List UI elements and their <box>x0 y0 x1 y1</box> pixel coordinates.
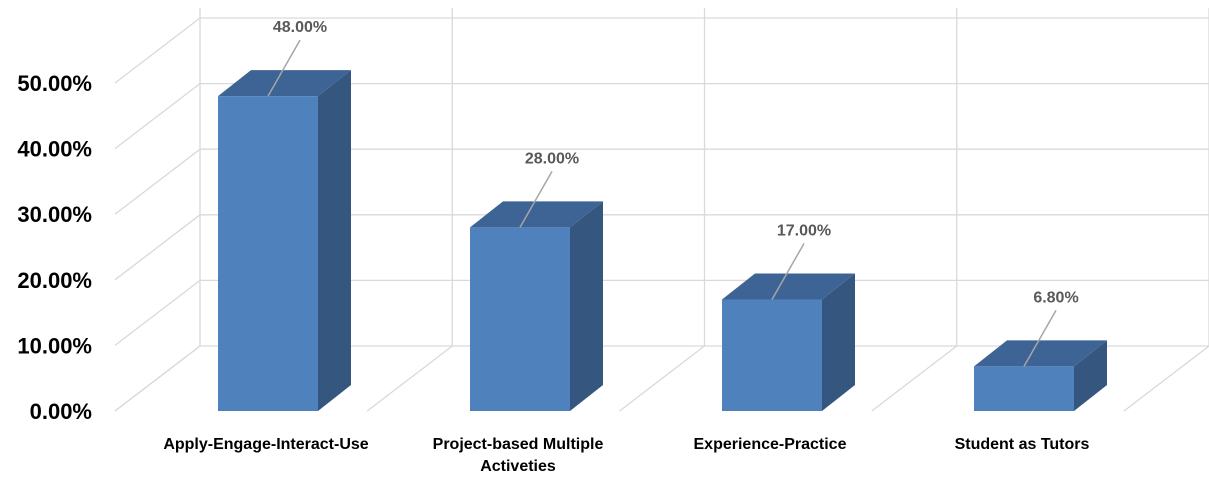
gridline-side <box>114 279 201 346</box>
bar-side <box>1074 340 1107 411</box>
bar-front <box>218 96 318 412</box>
y-tick-label: 40.00% <box>17 137 92 162</box>
gridline-floor <box>871 345 958 412</box>
y-tick-label: 10.00% <box>17 333 92 358</box>
x-tick-label: Experience-Practice <box>694 436 847 453</box>
gridline-floor <box>1123 345 1209 412</box>
data-label: 28.00% <box>525 150 579 167</box>
gridline-floor <box>114 345 201 412</box>
x-axis-ticks: Apply-Engage-Interact-Use Project-based M… <box>163 436 1089 475</box>
x-tick-label: Project-based Multiple <box>433 436 604 453</box>
bar-top <box>974 340 1107 367</box>
gridline-floor <box>619 345 705 412</box>
bar <box>470 201 603 411</box>
data-label: 48.00% <box>273 19 327 36</box>
bar-side <box>822 273 855 411</box>
leader-line <box>1023 310 1057 367</box>
gridline-side <box>114 214 201 281</box>
data-label: 6.80% <box>1033 289 1078 306</box>
x-tick-label: Student as Tutors <box>955 436 1090 453</box>
bar-front <box>470 227 570 411</box>
bar-top <box>722 273 855 300</box>
bar-side <box>318 70 351 412</box>
bar-top <box>470 201 603 228</box>
bar <box>974 340 1107 411</box>
data-labels: 48.00% 28.00% 17.00% 6.80% <box>267 19 1079 367</box>
bars <box>218 70 1107 412</box>
leader-line <box>519 170 553 228</box>
gridline-floor <box>366 345 453 412</box>
gridline-side <box>114 83 201 150</box>
bar-front <box>722 299 822 411</box>
x-tick-label: Apply-Engage-Interact-Use <box>163 436 368 453</box>
bar-front <box>974 366 1074 411</box>
gridline-side <box>114 17 201 84</box>
y-tick-label: 0.00% <box>30 399 92 424</box>
data-label: 17.00% <box>777 222 831 239</box>
gridline-side <box>114 148 201 215</box>
y-axis-ticks: 0.00% 10.00% 20.00% 30.00% 40.00% 50.00% <box>17 71 92 424</box>
gridlines <box>114 8 1209 412</box>
x-tick-label: Activeties <box>480 458 556 475</box>
bar <box>218 70 351 412</box>
leader-line <box>267 39 301 97</box>
leader-line <box>771 243 805 300</box>
y-tick-label: 30.00% <box>17 202 92 227</box>
y-tick-label: 20.00% <box>17 268 92 293</box>
bar-side <box>570 201 603 411</box>
bar <box>722 273 855 411</box>
y-tick-label: 50.00% <box>17 71 92 96</box>
bar-top <box>218 70 351 97</box>
